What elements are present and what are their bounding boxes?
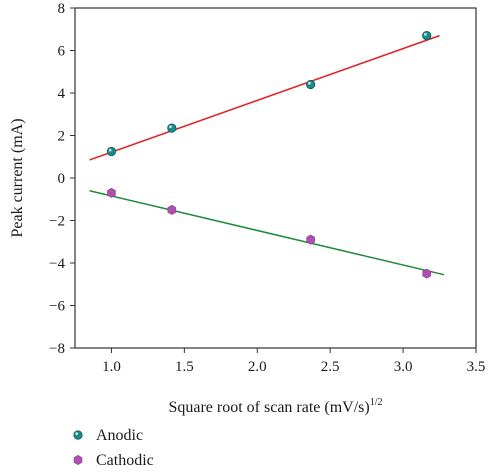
- cathodic-point: [107, 187, 116, 198]
- x-tick-label: 3.0: [394, 359, 413, 375]
- legend: Anodic Cathodic: [73, 427, 154, 469]
- legend-marker-anodic: [73, 430, 83, 440]
- anodic-point: [106, 146, 117, 157]
- legend-label-cathodic: Cathodic: [96, 452, 154, 469]
- y-tick-label: 6: [58, 44, 66, 60]
- legend-label-anodic: Anodic: [96, 427, 143, 444]
- y-tick-label: −2: [49, 214, 65, 230]
- x-tick-label: 2.5: [321, 359, 340, 375]
- y-tick-label: −4: [49, 256, 65, 272]
- x-tick-label: 3.5: [467, 359, 486, 375]
- plot-frame: [74, 7, 477, 349]
- anodic-point: [422, 31, 432, 41]
- cathodic-point: [167, 204, 177, 215]
- fit-line-cathodic: [89, 190, 445, 276]
- y-tick-label: 4: [58, 86, 66, 102]
- x-tick-label: 1.0: [102, 359, 121, 375]
- x-axis-ticks: 1.0 1.5 2.0 2.5 3.0 3.5: [102, 348, 485, 375]
- x-tick-label: 1.5: [175, 359, 194, 375]
- fit-line-anodic: [89, 34, 440, 161]
- fit-lines: [89, 34, 445, 276]
- anodic-point: [306, 79, 316, 90]
- plot-area: [74, 7, 477, 349]
- x-axis-title: Square root of scan rate (mV/s)1/2: [168, 397, 382, 416]
- y-tick-label: 8: [58, 1, 66, 17]
- cathodic-point: [422, 268, 432, 279]
- y-axis-ticks: −8 −6 −4 −2 0 2 4 6 8: [49, 1, 75, 357]
- y-tick-label: 2: [58, 129, 66, 145]
- data-markers: [106, 31, 432, 279]
- anodic-point: [167, 123, 177, 133]
- x-tick-label: 2.0: [248, 359, 267, 375]
- legend-marker-cathodic: [73, 455, 83, 465]
- y-tick-label: −8: [49, 341, 65, 357]
- y-axis-title: Peak current (mA): [9, 118, 26, 237]
- y-tick-label: 0: [58, 171, 66, 187]
- y-tick-label: −6: [49, 299, 65, 315]
- x-axis-title-text: Square root of scan rate (mV/s): [168, 399, 369, 416]
- x-axis-title-superscript: 1/2: [370, 397, 383, 408]
- cathodic-point: [306, 234, 315, 245]
